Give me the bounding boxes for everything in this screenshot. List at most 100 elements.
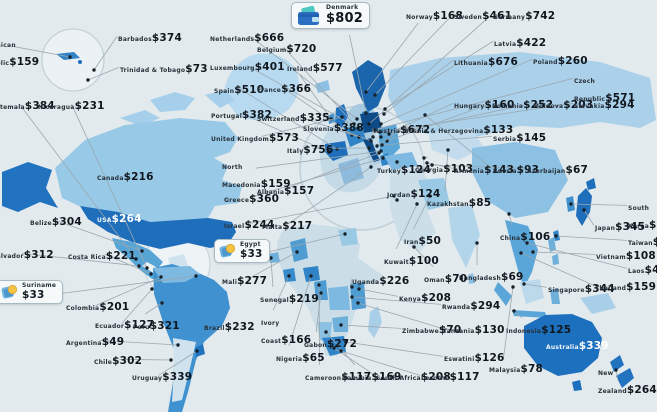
- sri-lanka: [468, 273, 475, 284]
- marker-dot-south-korea: [569, 202, 573, 206]
- alaska: [2, 162, 58, 212]
- kazakhstan: [428, 128, 484, 160]
- leader-line-thailand: [520, 252, 595, 286]
- leader-line-egypt: [264, 233, 346, 254]
- leader-line-gabon: [315, 292, 322, 333]
- leader-line-eswatini: [345, 341, 444, 357]
- marker-dot-south-africa: [332, 346, 336, 350]
- leader-line-spain: [239, 88, 338, 150]
- tasmania: [572, 380, 582, 391]
- marker-dot-oman: [412, 245, 416, 249]
- marker-dot-slovenia: [369, 139, 373, 143]
- caribbean-islands: [56, 52, 82, 64]
- leader-line-cameroon: [318, 284, 320, 366]
- leader-line-iran: [413, 195, 431, 230]
- marker-dot-nicaragua: [145, 266, 149, 270]
- leader-line-oman: [413, 246, 434, 268]
- marker-dot-armenia: [425, 161, 429, 165]
- marker-dot-russia: [423, 113, 427, 117]
- marker-dot-uruguay: [195, 349, 199, 353]
- leader-line-russia: [424, 114, 493, 169]
- marker-dot-italy: [367, 146, 371, 150]
- marker-dot-sweden: [373, 93, 377, 97]
- leader-line-dominican-republic: [11, 45, 71, 58]
- marker-dot-vietnam: [531, 250, 535, 254]
- leader-line-sweden: [374, 14, 454, 96]
- china: [472, 142, 568, 218]
- marker-dot-israel: [392, 194, 396, 198]
- leader-line-zimbabwe: [340, 324, 402, 329]
- marker-dot-moldova: [387, 132, 391, 136]
- marker-dot-guatemala: [134, 257, 138, 261]
- marker-dot-rwanda: [350, 295, 354, 299]
- colombia-venezuela: [153, 266, 200, 283]
- leader-line-north-macedonia: [255, 150, 382, 169]
- leader-line-france: [282, 87, 353, 136]
- leader-line-malaysia: [503, 286, 514, 358]
- leader-line-peru: [144, 302, 163, 315]
- marker-dot-japan: [582, 208, 586, 212]
- caribbean-magnifier-circle: [41, 28, 105, 92]
- leader-line-namibia: [325, 331, 356, 366]
- leader-line-united-kingdom: [261, 116, 343, 137]
- marker-dot-trinidad-tobago: [86, 78, 90, 82]
- leader-line-chile: [119, 358, 172, 361]
- leader-line-romania: [386, 102, 492, 142]
- leader-line-moldova: [388, 102, 533, 135]
- marker-dot-iran: [428, 194, 432, 198]
- indonesia: [494, 279, 616, 318]
- leader-line-lesotho: [340, 350, 421, 376]
- marker-dot-poland: [379, 122, 383, 126]
- leader-line-serbia: [381, 135, 493, 146]
- leader-line-ivory-coast: [272, 275, 290, 311]
- leader-line-barbados: [93, 36, 118, 71]
- leader-line-south-korea: [570, 203, 628, 206]
- leader-line-uruguay: [158, 350, 198, 376]
- marker-dot-namibia: [324, 330, 328, 334]
- marker-dot-gabon: [319, 291, 323, 295]
- leader-line-rwanda: [351, 296, 442, 305]
- leader-line-guatemala: [19, 104, 137, 260]
- marker-dot-senegal: [269, 256, 273, 260]
- marker-dot-slovakia: [378, 130, 382, 134]
- leader-line-bosnia-herzegovina: [376, 128, 404, 147]
- leader-line-kenya: [358, 288, 399, 297]
- marker-dot-indonesia: [512, 309, 516, 313]
- marker-dot-netherlands: [355, 117, 359, 121]
- marker-dot-hungary: [379, 135, 383, 139]
- marker-dot-kuwait: [415, 202, 419, 206]
- leader-line-greece: [249, 157, 384, 198]
- leader-line-trinidad-tobago: [87, 66, 120, 81]
- marker-dot-bangladesh: [475, 241, 479, 245]
- marker-dot-luxembourg: [356, 126, 360, 130]
- marker-dot-salvador: [137, 264, 141, 268]
- marker-dot-china: [507, 212, 511, 216]
- russia: [388, 52, 656, 140]
- leader-line-israel: [249, 195, 395, 224]
- marker-dot-colombia: [159, 275, 163, 279]
- leader-line-ireland: [299, 74, 332, 120]
- leader-line-lithuania: [383, 60, 454, 115]
- marker-dot-lithuania: [382, 112, 386, 116]
- marker-dot-cameroon: [317, 283, 321, 287]
- greenland: [224, 53, 299, 120]
- marker-dot-georgia: [422, 156, 426, 160]
- canada: [55, 118, 242, 222]
- marker-dot-malta: [369, 165, 373, 169]
- leader-line-kazakhstan: [444, 149, 449, 192]
- leader-line-belgium: [283, 47, 355, 125]
- marker-dot-kenya: [357, 287, 361, 291]
- usa: [80, 206, 236, 249]
- south-america: [153, 264, 230, 412]
- leader-line-vietnam: [532, 251, 596, 255]
- philippines: [548, 237, 559, 265]
- marker-dot-dominican-republic: [68, 55, 72, 59]
- marker-dot-chile: [169, 358, 173, 362]
- marker-dot-azerbaijan: [430, 163, 434, 167]
- marker-dot-malaysia: [511, 285, 515, 289]
- marker-dot-ecuador: [150, 287, 154, 291]
- marker-dot-belize: [140, 249, 144, 253]
- marker-dot-norway: [364, 90, 368, 94]
